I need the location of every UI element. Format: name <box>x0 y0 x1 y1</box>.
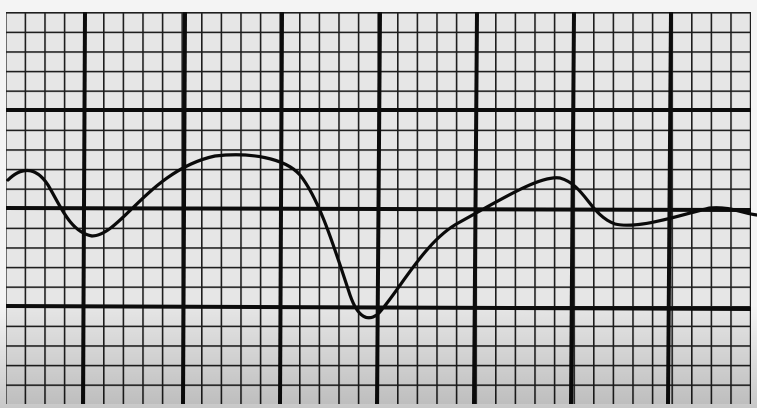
ecg-trace <box>6 153 757 320</box>
